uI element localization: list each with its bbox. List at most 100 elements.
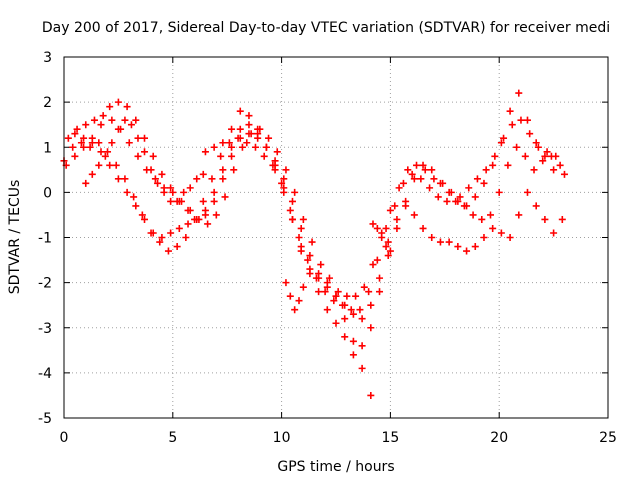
data-point	[295, 297, 303, 305]
data-point	[254, 134, 262, 142]
data-point	[552, 152, 560, 160]
data-point	[254, 125, 262, 133]
data-point	[558, 215, 566, 223]
chart-title: Day 200 of 2017, Sidereal Day-to-day VTE…	[42, 20, 610, 36]
data-point	[149, 229, 157, 237]
data-point	[243, 139, 251, 147]
data-point	[88, 170, 96, 178]
data-point	[550, 166, 558, 174]
data-point	[539, 157, 547, 165]
data-point	[384, 252, 392, 260]
x-axis-label: GPS time / hours	[277, 459, 394, 475]
data-point	[184, 206, 192, 214]
data-point	[245, 130, 253, 138]
data-point	[410, 211, 418, 219]
data-point	[210, 188, 218, 196]
x-tick-label: 15	[381, 430, 399, 446]
data-point	[399, 179, 407, 187]
data-point	[297, 243, 305, 251]
data-point	[334, 288, 342, 296]
data-point	[236, 107, 244, 115]
data-point	[101, 152, 109, 160]
data-point	[306, 270, 314, 278]
data-point	[99, 112, 107, 120]
data-series-2	[64, 112, 568, 300]
data-point	[158, 170, 166, 178]
data-point	[82, 179, 90, 187]
data-point	[132, 116, 140, 124]
data-point	[95, 161, 103, 169]
data-point	[108, 116, 116, 124]
data-point	[212, 211, 220, 219]
data-point	[123, 103, 131, 111]
data-point	[367, 324, 375, 332]
data-point	[434, 193, 442, 201]
data-point	[315, 288, 323, 296]
data-point	[108, 139, 116, 147]
data-point	[132, 202, 140, 210]
data-point	[125, 139, 133, 147]
data-point	[430, 175, 438, 183]
data-point	[245, 112, 253, 120]
data-point	[373, 256, 381, 264]
data-point	[463, 247, 471, 255]
data-point	[130, 193, 138, 201]
data-point	[367, 301, 375, 309]
data-point	[523, 116, 531, 124]
data-point	[228, 143, 236, 151]
y-tick-label: -5	[38, 411, 52, 427]
data-point	[282, 279, 290, 287]
data-point	[515, 89, 523, 97]
data-point	[282, 166, 290, 174]
y-tick-label: -2	[38, 276, 52, 292]
data-point	[156, 238, 164, 246]
data-point	[473, 175, 481, 183]
data-series-8	[369, 220, 394, 255]
data-point	[323, 279, 331, 287]
data-point	[201, 211, 209, 219]
data-point	[341, 333, 349, 341]
data-point	[550, 229, 558, 237]
data-point	[482, 166, 490, 174]
x-tick-label: 10	[273, 430, 291, 446]
data-series-5	[82, 116, 207, 205]
data-point	[343, 292, 351, 300]
data-point	[391, 202, 399, 210]
data-point	[121, 175, 129, 183]
data-point	[228, 125, 236, 133]
data-point	[504, 161, 512, 169]
y-tick-label: 3	[43, 50, 52, 66]
data-point	[134, 152, 142, 160]
data-point	[480, 179, 488, 187]
data-point	[541, 215, 549, 223]
data-point	[421, 166, 429, 174]
data-point	[175, 224, 183, 232]
data-point	[219, 175, 227, 183]
data-point	[428, 234, 436, 241]
data-point	[332, 319, 340, 327]
data-point	[278, 179, 286, 187]
y-tick-label: 2	[43, 95, 52, 111]
data-point	[86, 143, 94, 151]
y-tick-label: 0	[43, 185, 52, 201]
data-point	[321, 288, 329, 296]
data-point	[508, 121, 516, 129]
data-point	[556, 161, 564, 169]
data-point	[71, 130, 79, 138]
data-point	[273, 148, 281, 156]
data-point	[64, 134, 72, 142]
data-point	[349, 337, 357, 345]
data-point	[114, 125, 122, 133]
data-point	[251, 143, 259, 151]
data-point	[413, 161, 421, 169]
data-point	[443, 197, 451, 205]
data-point	[97, 148, 105, 156]
data-point	[173, 243, 181, 251]
data-point	[358, 342, 366, 350]
data-point	[486, 211, 494, 219]
data-point	[489, 224, 497, 232]
data-point	[230, 166, 238, 174]
data-point	[297, 224, 305, 232]
data-point	[80, 143, 88, 151]
